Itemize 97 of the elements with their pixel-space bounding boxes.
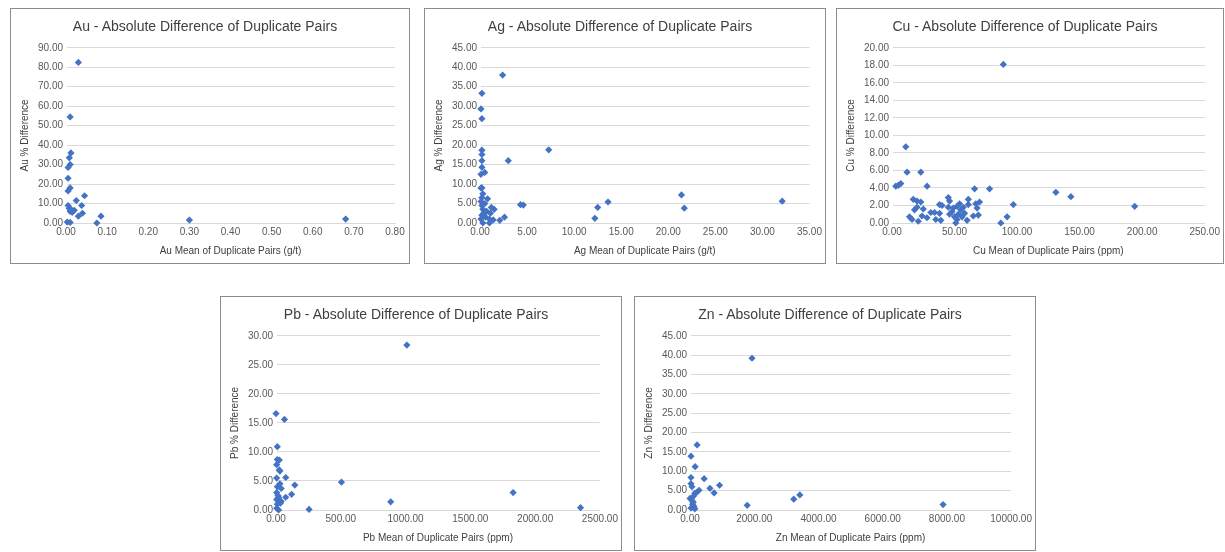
- x-tick-label: 1000.00: [387, 512, 425, 524]
- y-tick-label: 40.00: [37, 138, 64, 150]
- x-tick-label: 25.00: [702, 225, 729, 237]
- y-tick-label: 0.00: [667, 503, 688, 515]
- x-tick-label: 0.00: [266, 512, 287, 524]
- y-tick-label: 70.00: [37, 80, 64, 92]
- x-tick-label: 2500.00: [581, 512, 619, 524]
- chart-title: Cu - Absolute Difference of Duplicate Pairs: [892, 18, 1158, 35]
- chart-title: Pb - Absolute Difference of Duplicate Pairs: [283, 306, 549, 323]
- y-tick-label: 30.00: [661, 387, 688, 399]
- x-tick-label: 250.00: [1189, 225, 1221, 237]
- chart-title: Au - Absolute Difference of Duplicate Pairs: [72, 18, 338, 35]
- y-tick-label: 12.00: [863, 111, 890, 123]
- y-tick-label: 60.00: [37, 99, 64, 111]
- y-tick-label: 15.00: [247, 416, 274, 428]
- x-axis-title: Pb Mean of Duplicate Pairs (ppm): [362, 531, 514, 543]
- y-tick-label: 14.00: [863, 94, 890, 106]
- y-tick-label: 4.00: [869, 181, 890, 193]
- y-tick-label: 20.00: [37, 177, 64, 189]
- x-tick-label: 10000.00: [990, 512, 1033, 524]
- x-axis-title: Cu Mean of Duplicate Pairs (ppm): [973, 244, 1124, 256]
- x-tick-label: 0.80: [385, 225, 406, 237]
- y-tick-label: 35.00: [661, 368, 688, 380]
- x-tick-label: 0.60: [303, 225, 323, 237]
- y-tick-label: 10.00: [863, 129, 890, 141]
- x-tick-label: 150.00: [1064, 225, 1096, 237]
- y-tick-label: 2.00: [869, 199, 890, 211]
- y-tick-label: 25.00: [661, 406, 688, 418]
- x-tick-label: 0.50: [261, 225, 282, 237]
- x-tick-label: 8000.00: [928, 512, 966, 524]
- x-tick-label: 200.00: [1126, 225, 1158, 237]
- y-axis-title: Zn % Difference: [642, 386, 654, 459]
- x-tick-label: 6000.00: [864, 512, 902, 524]
- y-tick-label: 0.00: [253, 503, 274, 515]
- chart-title: Zn - Absolute Difference of Duplicate Pairs: [698, 306, 962, 323]
- y-tick-label: 30.00: [247, 329, 274, 341]
- x-tick-label: 0.30: [179, 225, 200, 237]
- x-tick-label: 0.70: [344, 225, 365, 237]
- x-tick-label: 0.00: [680, 512, 701, 524]
- y-tick-label: 5.00: [253, 474, 274, 486]
- y-tick-label: 8.00: [869, 146, 890, 158]
- y-tick-label: 30.00: [451, 99, 478, 111]
- y-tick-label: 80.00: [37, 61, 64, 73]
- y-axis-title: Ag % Difference: [432, 98, 444, 172]
- x-tick-label: 30.00: [749, 225, 776, 237]
- x-tick-label: 0.10: [97, 225, 118, 237]
- y-tick-label: 10.00: [451, 177, 478, 189]
- y-tick-label: 50.00: [37, 119, 64, 131]
- y-tick-label: 35.00: [451, 80, 478, 92]
- x-tick-label: 100.00: [1001, 225, 1033, 237]
- y-tick-label: 20.00: [451, 138, 478, 150]
- x-tick-label: 5.00: [517, 225, 538, 237]
- y-tick-label: 0.00: [457, 216, 478, 228]
- x-axis-title: Ag Mean of Duplicate Pairs (g/t): [573, 244, 716, 256]
- y-tick-label: 5.00: [667, 484, 688, 496]
- x-tick-label: 15.00: [608, 225, 635, 237]
- y-tick-label: 25.00: [247, 358, 274, 370]
- x-tick-label: 0.40: [220, 225, 241, 237]
- y-tick-label: 20.00: [661, 426, 688, 438]
- y-tick-label: 90.00: [37, 41, 64, 53]
- y-tick-label: 30.00: [37, 158, 64, 170]
- y-tick-label: 16.00: [863, 76, 890, 88]
- x-tick-label: 2000.00: [517, 512, 554, 524]
- x-tick-label: 50.00: [942, 225, 968, 237]
- x-tick-label: 500.00: [325, 512, 357, 524]
- y-tick-label: 10.00: [247, 445, 274, 457]
- y-tick-label: 18.00: [863, 59, 890, 71]
- y-tick-label: 6.00: [869, 164, 890, 176]
- y-axis-title: Au % Difference: [18, 98, 30, 172]
- x-axis-title: Au Mean of Duplicate Pairs (g/t): [159, 244, 302, 256]
- chart-title: Ag - Absolute Difference of Duplicate Pairs: [487, 18, 753, 35]
- y-tick-label: 25.00: [451, 119, 478, 131]
- y-axis-title: Cu % Difference: [844, 98, 856, 172]
- x-tick-label: 35.00: [796, 225, 823, 237]
- x-tick-label: 0.00: [56, 225, 77, 237]
- y-tick-label: 15.00: [451, 158, 478, 170]
- y-tick-label: 40.00: [661, 348, 688, 360]
- y-tick-label: 15.00: [661, 445, 688, 457]
- y-tick-label: 40.00: [451, 61, 478, 73]
- y-tick-label: 10.00: [661, 465, 688, 477]
- x-tick-label: 1500.00: [452, 512, 489, 524]
- y-tick-label: 0.00: [43, 216, 64, 228]
- y-tick-label: 45.00: [451, 41, 478, 53]
- y-tick-label: 20.00: [247, 387, 274, 399]
- y-tick-label: 45.00: [661, 329, 688, 341]
- x-tick-label: 2000.00: [736, 512, 773, 524]
- x-tick-label: 0.00: [470, 225, 491, 237]
- x-tick-label: 0.00: [882, 225, 903, 237]
- x-tick-label: 0.20: [138, 225, 159, 237]
- x-axis-title: Zn Mean of Duplicate Pairs (ppm): [775, 531, 926, 543]
- x-tick-label: 4000.00: [800, 512, 837, 524]
- x-tick-label: 10.00: [561, 225, 588, 237]
- y-axis-title: Pb % Difference: [228, 386, 240, 459]
- y-tick-label: 5.00: [457, 197, 478, 209]
- y-tick-label: 20.00: [863, 41, 890, 53]
- y-tick-label: 0.00: [869, 216, 890, 228]
- y-tick-label: 10.00: [37, 197, 64, 209]
